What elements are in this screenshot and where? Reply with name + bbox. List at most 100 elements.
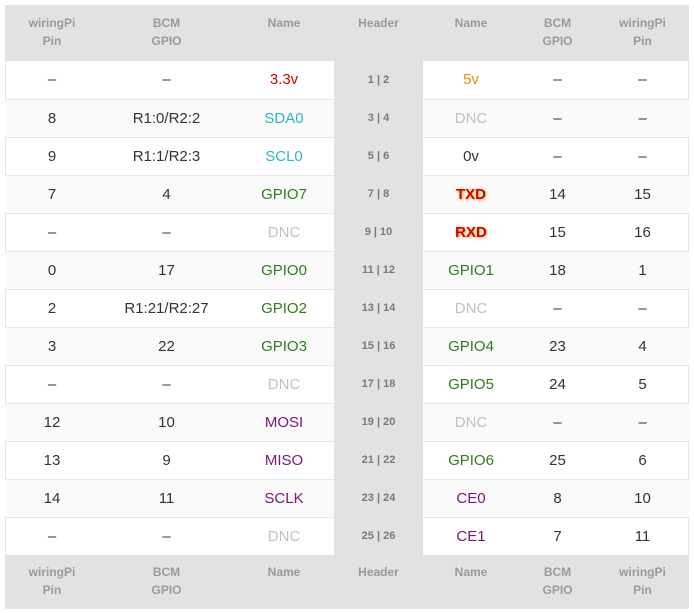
wiringpi-pin-left: – — [5, 212, 99, 251]
col-footer-name-left: Name — [234, 555, 334, 608]
pin-name-left: DNC — [234, 516, 334, 555]
col-footer-wiringpi-left: wiringPi Pin — [5, 555, 99, 608]
bcm-gpio-left: – — [162, 71, 171, 89]
wiringpi-pin-right: – — [638, 71, 647, 89]
bcm-gpio-right: 14 — [519, 174, 596, 213]
table-foot: wiringPi Pin BCM GPIO Name Header Name BCM… — [5, 555, 689, 608]
bcm-gpio-left: R1:21/R2:27 — [99, 288, 234, 327]
pin-name-right: 0v — [423, 136, 519, 175]
bcm-gpio-right: – — [519, 136, 596, 175]
table-row: – – DNC 17 | 18 GPIO5 24 5 — [5, 364, 689, 403]
pin-name-left: MOSI — [234, 402, 334, 441]
table-row: 3 22 GPIO3 15 | 16 GPIO4 23 4 — [5, 326, 689, 365]
table-row: 9 R1:1/R2:3 SCL0 5 | 6 0v – – — [5, 136, 689, 175]
bcm-gpio-right: 25 — [519, 440, 596, 479]
pin-name-left: GPIO7 — [234, 174, 334, 213]
pin-name-right: DNC — [423, 98, 519, 137]
wiringpi-pin-right: 1 — [596, 250, 689, 289]
header-pins: 9 | 10 — [334, 212, 423, 251]
wiringpi-pin-left: 12 — [5, 402, 99, 441]
bcm-gpio-right: 8 — [519, 478, 596, 517]
wiringpi-pin-right: 6 — [596, 440, 689, 479]
table-row: – – DNC 25 | 26 CE1 7 11 — [5, 516, 689, 555]
bcm-gpio-left: 4 — [99, 174, 234, 213]
bcm-gpio-left: 22 — [99, 326, 234, 365]
bcm-gpio-right: 18 — [519, 250, 596, 289]
header-pins: 1 | 2 — [334, 61, 423, 99]
pin-name-right: GPIO1 — [423, 250, 519, 289]
wiringpi-pin-left: 0 — [5, 250, 99, 289]
bcm-gpio-left: – — [99, 364, 234, 403]
col-footer-bcm-right: BCM GPIO — [519, 555, 596, 608]
header-pins: 19 | 20 — [334, 402, 423, 441]
pin-name-left: GPIO0 — [234, 250, 334, 289]
table-row: – – DNC 9 | 10 RXD 15 16 — [5, 212, 689, 251]
header-pins: 7 | 8 — [334, 174, 423, 213]
pin-name-right: RXD — [423, 212, 519, 251]
col-header-name-left: Name — [234, 5, 334, 61]
table-row: 13 9 MISO 21 | 22 GPIO6 25 6 — [5, 440, 689, 479]
col-header-name-right: Name — [423, 5, 519, 61]
wiringpi-pin-right: 10 — [596, 478, 689, 517]
table-row: 2 R1:21/R2:27 GPIO2 13 | 14 DNC – – — [5, 288, 689, 327]
bcm-gpio-right: 24 — [519, 364, 596, 403]
wiringpi-pin-right: 15 — [596, 174, 689, 213]
wiringpi-pin-right: 4 — [596, 326, 689, 365]
bcm-gpio-left: 9 — [99, 440, 234, 479]
table-body: – –3.3v 1 | 2 5v – –8 R1:0/R2:2 SDA0 3 | 4 DNC – –9… — [5, 61, 689, 555]
bcm-gpio-left: R1:1/R2:3 — [99, 136, 234, 175]
wiringpi-pin-left: 13 — [5, 440, 99, 479]
pin-name-right: CE1 — [423, 516, 519, 555]
col-footer-name-right: Name — [423, 555, 519, 608]
header-pins: 13 | 14 — [334, 288, 423, 327]
pin-name-right: GPIO6 — [423, 440, 519, 479]
pin-name-right: GPIO5 — [423, 364, 519, 403]
table-row: – – 3.3v 1 | 2 5v – – — [5, 61, 689, 99]
table-row: 0 17 GPIO0 11 | 12 GPIO1 18 1 — [5, 250, 689, 289]
bcm-gpio-right: – — [519, 288, 596, 327]
wiringpi-pin-left: – — [5, 364, 99, 403]
pin-name-right: CE0 — [423, 478, 519, 517]
pin-name-right: GPIO4 — [423, 326, 519, 365]
header-pins: 15 | 16 — [334, 326, 423, 365]
header-pins: 17 | 18 — [334, 364, 423, 403]
wiringpi-pin-left: 8 — [5, 98, 99, 137]
wiringpi-pin-left: 2 — [5, 288, 99, 327]
pin-name-left: DNC — [234, 212, 334, 251]
bcm-gpio-right: 23 — [519, 326, 596, 365]
col-footer-wiringpi-right: wiringPi Pin — [596, 555, 689, 608]
pin-name-right: DNC — [423, 402, 519, 441]
wiringpi-pin-right: – — [596, 136, 689, 175]
bcm-gpio-left: – — [99, 212, 234, 251]
wiringpi-pin-right: 11 — [596, 516, 689, 555]
wiringpi-pin-left: 7 — [5, 174, 99, 213]
bcm-gpio-right: – — [519, 402, 596, 441]
pin-name-left: SCLK — [234, 478, 334, 517]
pin-name-right: DNC — [423, 288, 519, 327]
col-footer-header: Header — [334, 555, 423, 608]
bcm-gpio-right: – — [519, 98, 596, 137]
bcm-gpio-right: 15 — [519, 212, 596, 251]
pin-name-left: MISO — [234, 440, 334, 479]
bcm-gpio-right: – — [553, 71, 562, 89]
col-header-bcm-right: BCM GPIO — [519, 5, 596, 61]
wiringpi-pin-left: 3 — [5, 326, 99, 365]
col-header-wiringpi-right: wiringPi Pin — [596, 5, 689, 61]
header-pins: 23 | 24 — [334, 478, 423, 517]
wiringpi-pin-left: – — [47, 71, 57, 89]
table-row: 8 R1:0/R2:2 SDA0 3 | 4 DNC – – — [5, 98, 689, 137]
header-pins: 11 | 12 — [334, 250, 423, 289]
pin-name-left: SCL0 — [234, 136, 334, 175]
wiringpi-pin-right: 5 — [596, 364, 689, 403]
table-head: wiringPi Pin BCM GPIO Name Header Name BCM… — [5, 5, 689, 61]
wiringpi-pin-left: 14 — [5, 478, 99, 517]
table-row: 14 11 SCLK 23 | 24 CE0 8 10 — [5, 478, 689, 517]
footer-row: wiringPi Pin BCM GPIO Name Header Name BCM… — [5, 555, 689, 608]
bcm-gpio-left: – — [99, 516, 234, 555]
table-row: 7 4 GPIO7 7 | 8 TXD 14 15 — [5, 174, 689, 213]
pin-name-left: 3.3v — [269, 71, 299, 89]
bcm-gpio-left: 11 — [99, 478, 234, 517]
wiringpi-pin-right: – — [596, 288, 689, 327]
header-pins: 3 | 4 — [334, 98, 423, 137]
bcm-gpio-left: 10 — [99, 402, 234, 441]
